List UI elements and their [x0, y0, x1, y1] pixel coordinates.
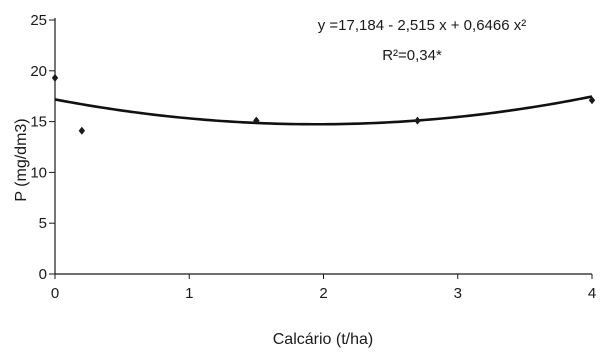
x-tick-label: 3 [454, 285, 462, 302]
x-tick-label: 4 [588, 285, 596, 302]
x-tick-label: 2 [319, 285, 327, 302]
y-tick-label: 0 [39, 266, 47, 283]
x-tick-label: 0 [51, 285, 59, 302]
data-point [51, 73, 59, 82]
y-tick-label: 15 [30, 114, 47, 131]
trendline-r-squared: R²=0,34* [382, 47, 442, 64]
y-axis-label: P (mg/dm3) [13, 118, 30, 201]
data-point [588, 96, 596, 105]
y-tick-label: 20 [30, 63, 47, 80]
y-tick-label: 5 [39, 215, 47, 232]
data-point [414, 116, 421, 125]
trendline-curve [54, 95, 593, 126]
chart-axes [54, 18, 592, 275]
x-axis-label: Calcário (t/ha) [273, 331, 373, 348]
y-tick-label: 25 [30, 12, 47, 29]
x-tick-label: 1 [185, 285, 193, 302]
data-point [78, 126, 86, 135]
chart-ticks: 0 5 10 15 20 25 0 1 2 3 4 [30, 12, 596, 302]
data-points-layer [51, 73, 596, 135]
y-tick-label: 10 [30, 164, 47, 181]
trendline-equation: y =17,184 - 2,515 x + 0,6466 x² [318, 17, 526, 34]
data-point [253, 116, 260, 125]
trendline-layer [54, 95, 593, 126]
